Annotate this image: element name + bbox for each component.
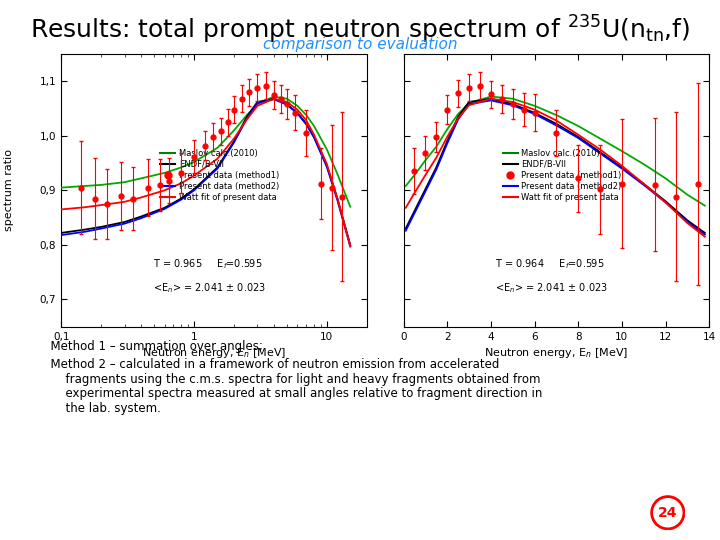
- X-axis label: Neutron energy, E$_n$ [MeV]: Neutron energy, E$_n$ [MeV]: [485, 346, 629, 360]
- Text: Method 1 – summation over angles;: Method 1 – summation over angles;: [43, 340, 263, 353]
- Text: experimental spectra measured at small angles relative to fragment direction in: experimental spectra measured at small a…: [43, 387, 543, 400]
- Legend: Maslov calc.(2010), ENDF/B-VII, Present data (method1), Present data (method2), : Maslov calc.(2010), ENDF/B-VII, Present …: [157, 145, 282, 205]
- Text: fragments using the c.m.s. spectra for light and heavy fragments obtained from: fragments using the c.m.s. spectra for l…: [43, 373, 541, 386]
- Legend: Maslov calc.(2010), ENDF/B-VII, Present data (method1), Present data (method2), : Maslov calc.(2010), ENDF/B-VII, Present …: [500, 145, 625, 205]
- Text: <E$_n$> = 2.041 ± 0.023: <E$_n$> = 2.041 ± 0.023: [153, 281, 266, 295]
- Text: 24: 24: [658, 506, 678, 519]
- Text: Method 2 – calculated in a framework of neutron emission from accelerated: Method 2 – calculated in a framework of …: [43, 358, 500, 371]
- Text: T = 0.964     E$_f$=0.595: T = 0.964 E$_f$=0.595: [495, 256, 605, 271]
- X-axis label: Neutron energy, E$_n$ [MeV]: Neutron energy, E$_n$ [MeV]: [142, 346, 286, 360]
- Text: the lab. system.: the lab. system.: [43, 402, 161, 415]
- Text: comparison to evaluation: comparison to evaluation: [263, 37, 457, 52]
- Text: spectrum ratio: spectrum ratio: [4, 149, 14, 231]
- Text: T = 0.965     E$_f$=0.595: T = 0.965 E$_f$=0.595: [153, 256, 262, 271]
- Text: Results: total prompt neutron spectrum of $^{235}$U(n$_{\mathregular{tn}}$,f): Results: total prompt neutron spectrum o…: [30, 14, 690, 46]
- Text: <E$_n$> = 2.041 ± 0.023: <E$_n$> = 2.041 ± 0.023: [495, 281, 608, 295]
